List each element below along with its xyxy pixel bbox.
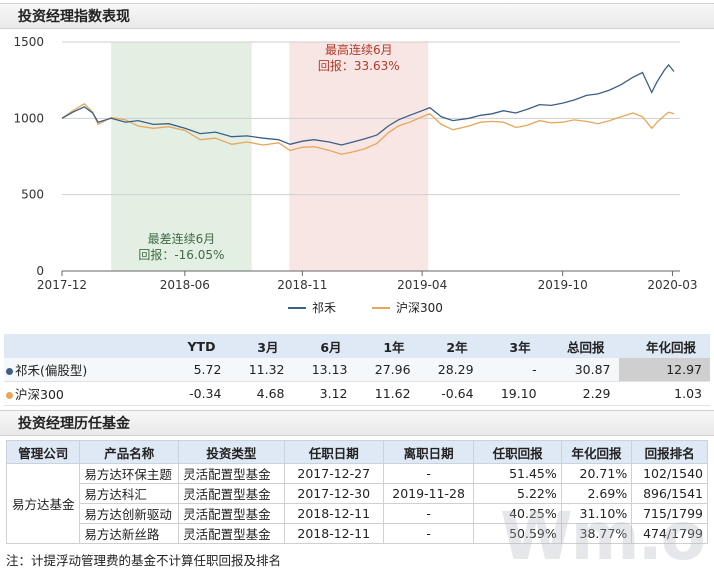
perf-cell: 28.29 [418,358,482,382]
perf-row-name: 沪深300 [4,381,169,406]
x-tick-label: 2019-10 [538,278,588,292]
perf-cell: 30.87 [544,358,619,382]
highlight-band [111,42,252,271]
fund-row: 易方达基金 易方达环保主题 灵活配置型基金 2017-12-27-51.45% 20.7… [5,463,708,544]
x-tick-label: 2017-12 [37,278,87,292]
x-tick-label: 2020-03 [647,278,697,292]
perf-cell: -0.34 [169,381,230,406]
legend-label: 沪深300 [396,301,443,315]
fund-header: 年化回报 [560,440,633,464]
fund-cell: 2017-12-27 [283,463,384,484]
fund-header: 任职日期 [283,440,384,464]
chart-section-title: 投资经理指数表现 [0,3,714,29]
perf-cell: -0.64 [418,381,482,406]
fund-cell: 易方达创新驱动 [79,503,180,524]
perf-cell: 4.68 [229,381,293,406]
fund-cell: 2017-12-30 [283,483,384,504]
perf-header: 1年 [355,334,419,358]
fund-row: 易方达新丝路 灵活配置型基金 2018-12-11-50.59% 38.77% 474/… [7,523,708,544]
fund-header: 回报排名 [631,440,708,464]
fund-header: 管理公司 [5,440,81,464]
fund-row: 易方达创新驱动 灵活配置型基金 2018-12-11-40.25% 31.10% 715… [7,503,708,524]
fund-cell: 灵活配置型基金 [178,503,285,524]
highlight-band [289,42,429,271]
perf-row: 祁禾(偏股型) 5.72 11.32 13.13 27.96 28.29-30.87 12.… [4,358,710,382]
fund-header: 离职日期 [382,440,475,464]
fund-cell: 灵活配置型基金 [178,523,285,544]
fund-cell: 5.22% [473,483,562,504]
perf-cell: 2.29 [544,381,619,406]
perf-row: 沪深300 -0.34 4.68 3.12 11.62 -0.64 19.10 2.29 1.0… [4,381,710,406]
fund-cell: 102/1540 [631,463,708,484]
fund-section-title: 投资经理历任基金 [0,410,714,436]
fund-cell: 50.59% [473,523,562,544]
fund-cell: - [382,523,475,544]
fund-history-table: 管理公司 产品名称 投资类型 任职日期 离职日期 任职回报 年化回报 回报排名 易方达基金 易方… [5,440,708,544]
band-label: 最高连续6月 [325,42,393,57]
band-label: 回报：33.63% [318,58,400,73]
y-tick-label: 1000 [13,111,44,125]
band-label: 最差连续6月 [148,231,216,246]
series-line [61,63,675,146]
series-dot-icon [6,392,13,399]
fund-cell: 20.71% [560,463,633,484]
perf-header: 2年 [418,334,482,358]
x-tick-label: 2019-04 [397,278,447,292]
perf-cell: 11.62 [355,381,419,406]
perf-header [4,334,169,358]
perf-cell: - [481,358,545,382]
perf-header: YTD [169,334,230,358]
fund-cell: 易方达环保主题 [79,463,180,484]
footnote: 注：计提浮动管理费的基金不计算任职回报及排名 [6,553,282,568]
legend-label: 祁禾 [312,300,336,315]
fund-header: 投资类型 [178,440,285,464]
fund-header: 任职回报 [473,440,562,464]
fund-cell: - [382,503,475,524]
perf-header: 3年 [481,334,545,358]
fund-cell: 灵活配置型基金 [178,483,285,504]
perf-row-name: 祁禾(偏股型) [4,358,169,382]
perf-header: 3月 [229,334,293,358]
perf-cell: 13.13 [292,358,356,382]
series-line [61,102,675,155]
fund-cell: 易方达新丝路 [79,523,180,544]
fund-cell: 51.45% [473,463,562,484]
band-label: 回报：-16.05% [138,247,224,262]
fund-cell: 40.25% [473,503,562,524]
perf-cell: 19.10 [481,381,545,406]
fund-cell: 715/1799 [631,503,708,524]
fund-cell: 灵活配置型基金 [178,463,285,484]
perf-cell: 11.32 [229,358,293,382]
fund-cell: 2019-11-28 [382,483,475,504]
perf-cell: 3.12 [292,381,356,406]
perf-cell: 27.96 [355,358,419,382]
fund-header: 产品名称 [79,440,180,464]
fund-cell: - [382,463,475,484]
fund-row: 易方达科汇 灵活配置型基金 2017-12-30 2019-11-28 5.22% 2.6… [7,483,708,504]
y-tick-label: 500 [21,188,44,202]
fund-company: 易方达基金 [5,463,81,544]
fund-cell: 474/1799 [631,523,708,544]
y-tick-label: 1500 [13,35,44,49]
watermark-logo: Wm.o [500,498,706,575]
perf-header: 总回报 [544,334,619,358]
x-tick-label: 2018-11 [277,278,327,292]
y-tick-label: 0 [36,264,44,278]
perf-header: 年化回报 [618,334,710,358]
fund-cell: 易方达科汇 [79,483,180,504]
fund-cell: 2018-12-11 [283,523,384,544]
perf-header: 6月 [292,334,356,358]
x-tick-label: 2018-06 [160,278,210,292]
perf-cell: 5.72 [169,358,230,382]
performance-table: YTD 3月 6月 1年 2年 3年 总回报 年化回报 祁禾(偏股型) 5.72 11.32 13.… [4,334,710,406]
perf-cell: 1.03 [618,381,710,406]
fund-cell: 2018-12-11 [283,503,384,524]
series-dot-icon [6,368,13,375]
fund-cell: 38.77% [560,523,633,544]
fund-cell: 896/1541 [631,483,708,504]
perf-cell: 12.97 [618,358,710,382]
